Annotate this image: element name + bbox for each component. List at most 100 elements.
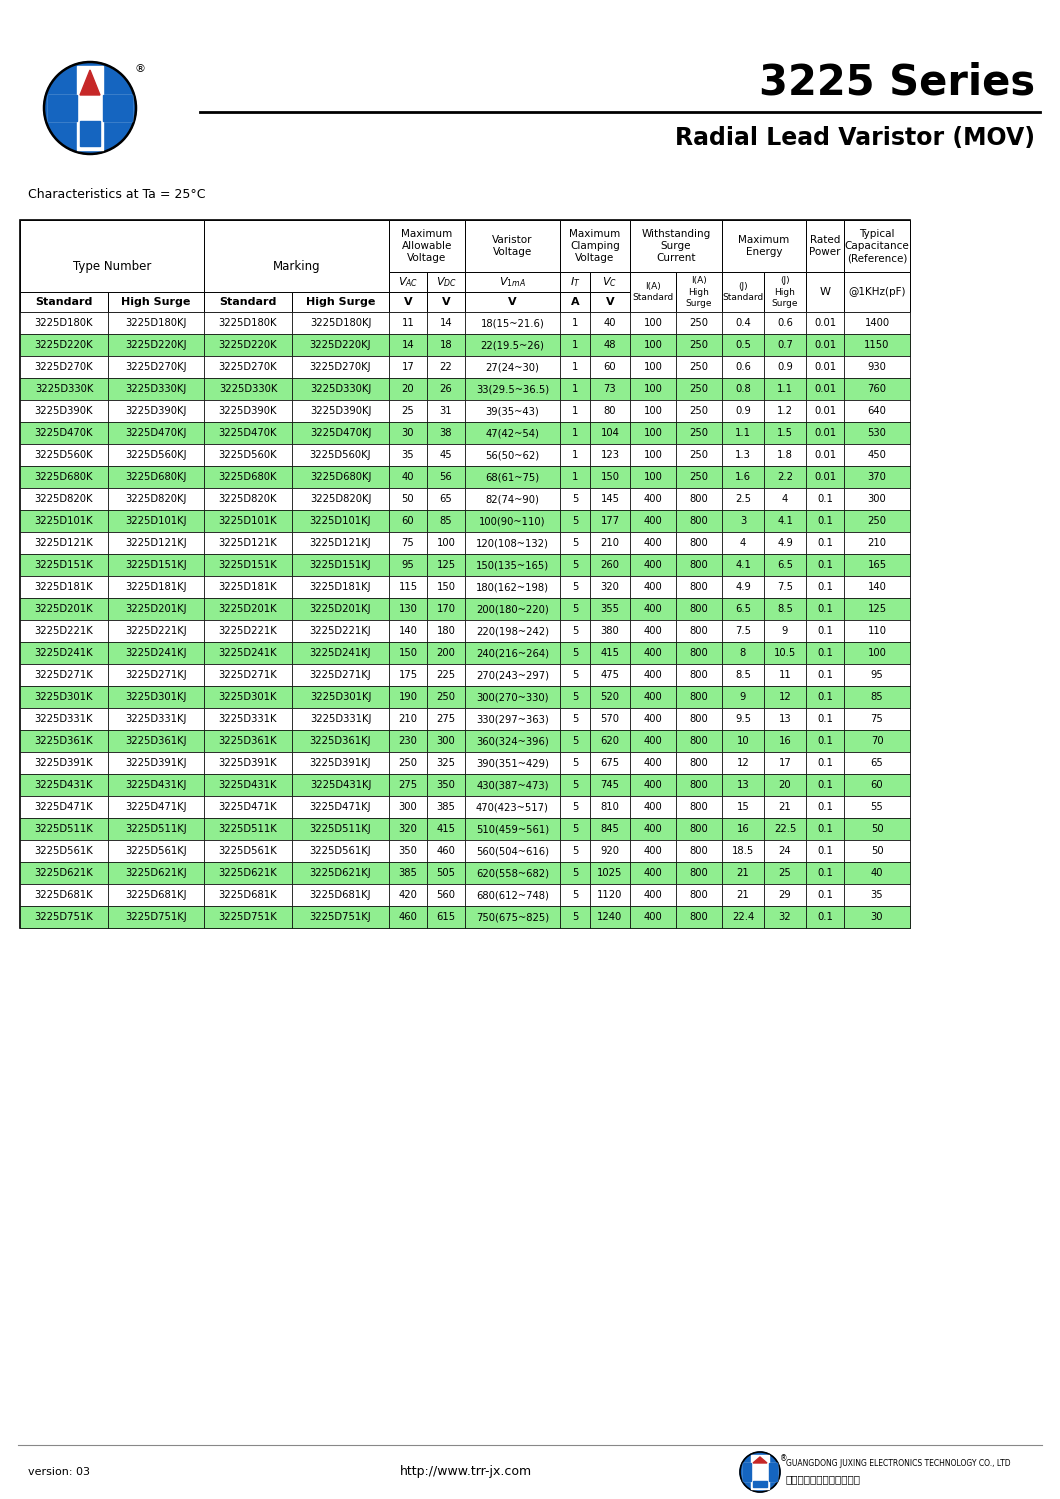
Bar xyxy=(844,489,909,510)
Text: GUANGDONG JUXING ELECTRONICS TECHNOLOGY CO., LTD: GUANGDONG JUXING ELECTRONICS TECHNOLOGY … xyxy=(787,1460,1010,1469)
Bar xyxy=(108,598,204,621)
Bar xyxy=(676,400,722,423)
Bar xyxy=(389,773,427,796)
Bar xyxy=(389,839,427,862)
Text: 3225D301KJ: 3225D301KJ xyxy=(125,693,187,702)
Text: 3225 Series: 3225 Series xyxy=(759,61,1035,103)
Bar xyxy=(590,642,630,664)
Bar xyxy=(590,730,630,752)
Bar xyxy=(427,444,465,466)
Text: 5: 5 xyxy=(571,758,578,767)
Bar xyxy=(844,220,909,271)
Text: 4.1: 4.1 xyxy=(735,561,750,570)
Bar xyxy=(630,905,676,928)
Bar xyxy=(676,687,722,708)
Bar xyxy=(465,400,560,423)
Text: 360(324~396): 360(324~396) xyxy=(476,736,549,747)
Bar xyxy=(560,796,590,818)
Text: 250: 250 xyxy=(689,472,708,483)
Bar xyxy=(204,839,292,862)
Bar xyxy=(292,555,389,576)
Bar xyxy=(465,598,560,621)
Text: 1.1: 1.1 xyxy=(777,384,793,394)
Bar xyxy=(20,796,108,818)
Text: 80: 80 xyxy=(604,406,616,417)
Text: 800: 800 xyxy=(690,516,708,526)
Text: 3225D751KJ: 3225D751KJ xyxy=(310,911,371,922)
Bar xyxy=(630,884,676,905)
Text: 415: 415 xyxy=(437,824,456,833)
Text: 180: 180 xyxy=(437,627,456,636)
Text: 20: 20 xyxy=(779,779,792,790)
Text: 225: 225 xyxy=(437,670,456,681)
Text: 3225D680K: 3225D680K xyxy=(35,472,93,483)
Text: 800: 800 xyxy=(690,604,708,615)
Text: 810: 810 xyxy=(601,802,619,812)
Text: 100: 100 xyxy=(867,648,886,658)
Text: 560: 560 xyxy=(437,890,456,899)
Bar xyxy=(806,773,844,796)
Bar xyxy=(560,271,590,292)
Text: 275: 275 xyxy=(399,779,418,790)
Text: 3225D361K: 3225D361K xyxy=(218,736,278,747)
Bar xyxy=(108,796,204,818)
Bar xyxy=(676,555,722,576)
Text: 3225D471K: 3225D471K xyxy=(35,802,93,812)
Text: 800: 800 xyxy=(690,693,708,702)
Text: 3225D270KJ: 3225D270KJ xyxy=(310,361,371,372)
Bar xyxy=(722,818,764,839)
Text: 100: 100 xyxy=(643,340,662,349)
Bar xyxy=(204,466,292,489)
Text: 800: 800 xyxy=(690,802,708,812)
Bar xyxy=(560,905,590,928)
Bar xyxy=(844,773,909,796)
Bar xyxy=(292,818,389,839)
Text: 100(90~110): 100(90~110) xyxy=(479,516,546,526)
Bar xyxy=(844,423,909,444)
Text: 3225D180K: 3225D180K xyxy=(35,318,93,328)
Text: 0.1: 0.1 xyxy=(817,670,833,681)
Text: 1: 1 xyxy=(571,450,578,460)
Bar xyxy=(743,1463,750,1481)
Text: 3225D121KJ: 3225D121KJ xyxy=(125,538,187,549)
Text: 30: 30 xyxy=(402,429,414,438)
Bar xyxy=(560,687,590,708)
Bar xyxy=(764,355,806,378)
Bar xyxy=(722,642,764,664)
Bar xyxy=(560,466,590,489)
Text: 3225D820KJ: 3225D820KJ xyxy=(125,495,187,504)
Bar xyxy=(427,664,465,687)
Bar xyxy=(465,839,560,862)
Text: 4.9: 4.9 xyxy=(735,582,750,592)
Text: 0.01: 0.01 xyxy=(814,318,836,328)
Text: 0.1: 0.1 xyxy=(817,824,833,833)
Bar xyxy=(292,621,389,642)
Bar xyxy=(722,598,764,621)
Bar xyxy=(389,489,427,510)
Text: 125: 125 xyxy=(437,561,456,570)
Text: 400: 400 xyxy=(643,758,662,767)
Text: 8: 8 xyxy=(740,648,746,658)
Text: 38: 38 xyxy=(440,429,453,438)
Bar xyxy=(590,355,630,378)
Text: 3225D181KJ: 3225D181KJ xyxy=(125,582,187,592)
Bar xyxy=(630,220,722,271)
Bar xyxy=(630,598,676,621)
Text: 150: 150 xyxy=(399,648,418,658)
Bar xyxy=(676,423,722,444)
Text: 10: 10 xyxy=(737,736,749,747)
Bar xyxy=(806,271,844,312)
Text: 750(675~825): 750(675~825) xyxy=(476,911,549,922)
Bar xyxy=(427,687,465,708)
Bar xyxy=(20,576,108,598)
Text: Standard: Standard xyxy=(35,297,92,307)
Text: 21: 21 xyxy=(779,802,792,812)
Bar xyxy=(806,378,844,400)
Text: 530: 530 xyxy=(867,429,886,438)
Bar xyxy=(806,220,844,271)
Text: 3225D511K: 3225D511K xyxy=(35,824,93,833)
Text: 3225D330KJ: 3225D330KJ xyxy=(310,384,371,394)
Bar xyxy=(465,355,560,378)
Text: 0.8: 0.8 xyxy=(736,384,750,394)
Text: 3225D431K: 3225D431K xyxy=(35,779,93,790)
